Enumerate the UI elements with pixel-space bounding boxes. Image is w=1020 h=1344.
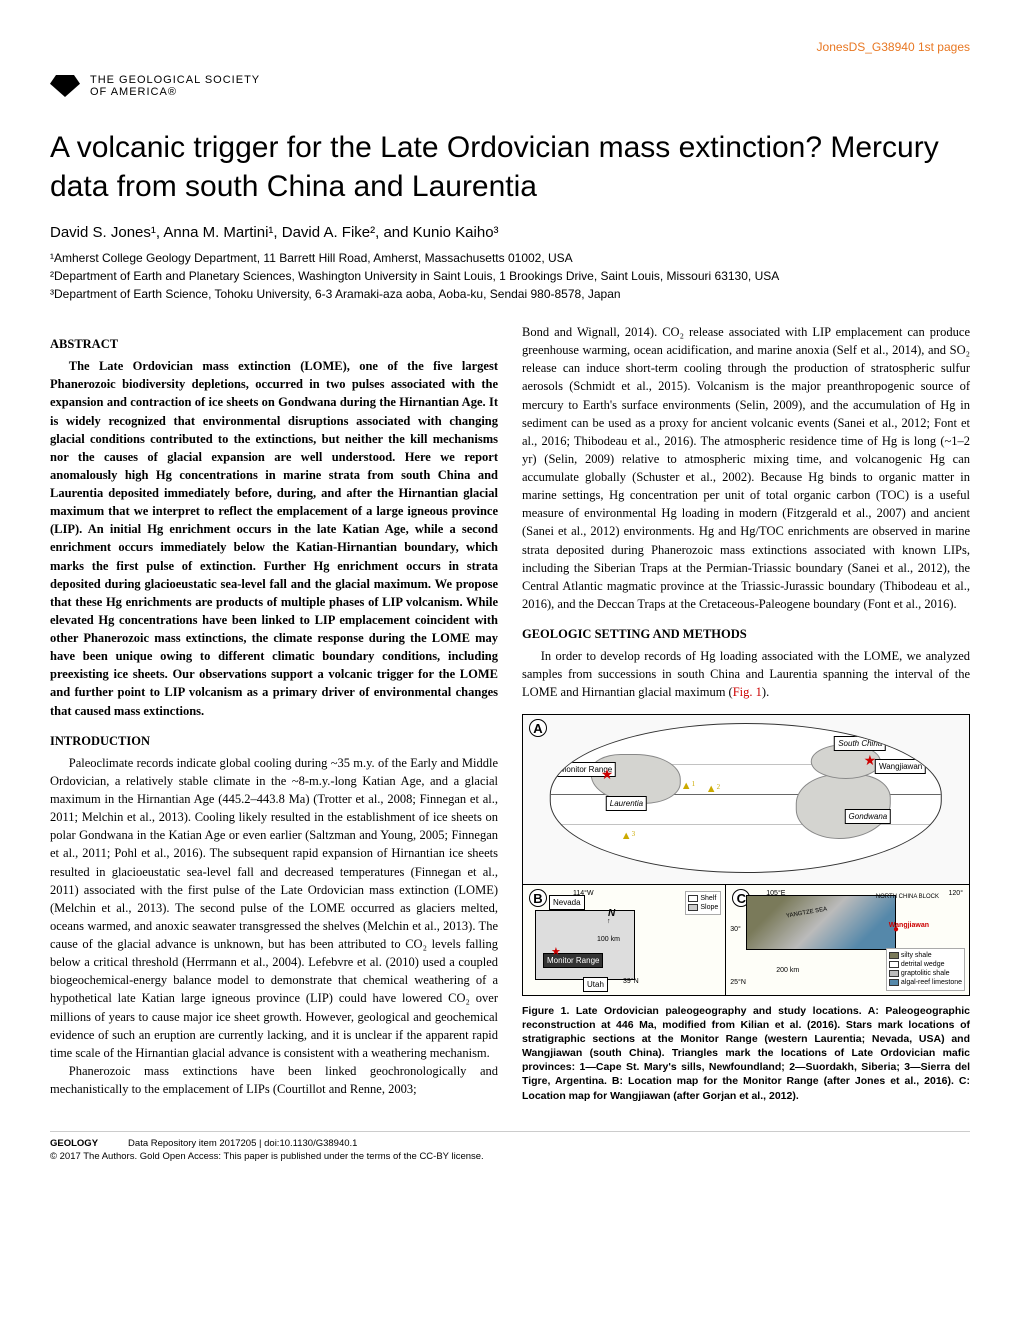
triangle-icon-3: ▲3	[621, 829, 632, 845]
authors: David S. Jones¹, Anna M. Martini¹, David…	[50, 224, 970, 241]
slope-label: Slope	[700, 903, 718, 912]
methods-paragraph-1: In order to develop records of Hg loadin…	[522, 647, 970, 701]
methods-heading: GEOLOGIC SETTING AND METHODS	[522, 625, 970, 643]
china-map	[746, 895, 896, 950]
star-icon: ★	[601, 766, 614, 786]
legend-silty: silty shale	[889, 951, 962, 960]
north-arrow-icon: ↑	[607, 917, 611, 927]
panels-bc: B 114°W Nevada Monitor Range ★ Utah N ↑ …	[523, 885, 969, 995]
article-title: A volcanic trigger for the Late Ordovici…	[50, 128, 970, 206]
south-china-label: South China	[834, 736, 886, 752]
lat-b: 39°N	[623, 977, 639, 987]
logo-line1: THE GEOLOGICAL SOCIETY	[90, 74, 260, 86]
laurentia-label: Laurentia	[606, 796, 647, 812]
wangjiawan-label: Wangjiawan	[875, 759, 926, 775]
lat-c2: 25°N	[730, 978, 746, 988]
legend-c: silty shale detrital wedge graptolitic s…	[886, 948, 965, 990]
star-icon: ★	[551, 945, 561, 961]
intro-paragraph-1: Paleoclimate records indicate global coo…	[50, 754, 498, 1062]
footer-top-row: GEOLOGY Data Repository item 2017205 | d…	[50, 1138, 484, 1149]
affiliations: ¹Amherst College Geology Department, 11 …	[50, 249, 970, 303]
gondwana-shape	[796, 774, 891, 839]
footer-repo: Data Repository item 2017205 | doi:10.11…	[128, 1138, 357, 1149]
graptolitic-label: graptolitic shale	[901, 969, 950, 978]
triangle-icon-1: ▲1	[681, 779, 692, 795]
header-tag: JonesDS_G38940 1st pages	[50, 40, 970, 54]
legend-detrital: detrital wedge	[889, 960, 962, 969]
legend-b: Shelf Slope	[685, 891, 721, 915]
affiliation-1: ¹Amherst College Geology Department, 11 …	[50, 249, 970, 267]
triangle-icon-2: ▲2	[706, 782, 717, 798]
footer-content: GEOLOGY Data Repository item 2017205 | d…	[50, 1138, 484, 1162]
lon-c2: 120°	[949, 889, 963, 899]
globe-map: South China Monitor Range Wangjiawan Lau…	[550, 723, 942, 873]
footer-copyright: © 2017 The Authors. Gold Open Access: Th…	[50, 1151, 484, 1162]
gondwana-label: Gondwana	[845, 809, 892, 825]
abstract-body: The Late Ordovician mass extinction (LOM…	[50, 357, 498, 720]
scale-c: 200 km	[776, 966, 799, 976]
algal-label: algal-reef limestone	[901, 978, 962, 987]
left-column: ABSTRACT The Late Ordovician mass extinc…	[50, 323, 498, 1103]
lat-c1: 30°	[730, 925, 741, 935]
figure-1-reference[interactable]: Fig. 1	[733, 685, 762, 699]
right-column: Bond and Wignall, 2014). CO₂ release ass…	[522, 323, 970, 1103]
legend-graptolitic: graptolitic shale	[889, 969, 962, 978]
panel-b-letter: B	[529, 889, 547, 907]
logo-area: THE GEOLOGICAL SOCIETY OF AMERICA®	[50, 74, 970, 98]
logo-text: THE GEOLOGICAL SOCIETY OF AMERICA®	[90, 74, 260, 98]
logo-line2: OF AMERICA®	[90, 86, 260, 98]
legend-algal: algal-reef limestone	[889, 978, 962, 987]
detrital-label: detrital wedge	[901, 960, 945, 969]
two-column-layout: ABSTRACT The Late Ordovician mass extinc…	[50, 323, 970, 1103]
panel-a-letter: A	[529, 719, 547, 737]
footer-geology: GEOLOGY	[50, 1138, 98, 1149]
intro-paragraph-2: Phanerozoic mass extinctions have been l…	[50, 1062, 498, 1098]
panel-a: A South China Monitor Range Wangjiawan L…	[523, 715, 969, 885]
north-china-label: NORTH CHINA BLOCK	[876, 893, 939, 902]
abstract-heading: ABSTRACT	[50, 335, 498, 353]
page-footer: GEOLOGY Data Repository item 2017205 | d…	[50, 1131, 970, 1162]
introduction-heading: INTRODUCTION	[50, 732, 498, 750]
star-icon: ★	[864, 752, 877, 772]
star-icon: ●	[893, 923, 899, 938]
scale-b: 100 km	[597, 935, 620, 945]
figure-1-caption: Figure 1. Late Ordovician paleogeography…	[522, 1004, 970, 1103]
affiliation-3: ³Department of Earth Science, Tohoku Uni…	[50, 285, 970, 303]
col2-paragraph-1: Bond and Wignall, 2014). CO₂ release ass…	[522, 323, 970, 613]
methods-text-end: ).	[762, 685, 769, 699]
panel-c: C 105°E 120° 30° 25°N NORTH CHINA BLOCK …	[726, 885, 969, 995]
nevada-map	[535, 910, 635, 980]
legend-shelf: Shelf	[688, 894, 718, 903]
silty-label: silty shale	[901, 951, 932, 960]
panel-b: B 114°W Nevada Monitor Range ★ Utah N ↑ …	[523, 885, 726, 995]
gsa-logo-icon	[50, 75, 80, 97]
figure-1: A South China Monitor Range Wangjiawan L…	[522, 714, 970, 1103]
utah-label: Utah	[583, 977, 608, 993]
shelf-label: Shelf	[700, 894, 716, 903]
affiliation-2: ²Department of Earth and Planetary Scien…	[50, 267, 970, 285]
nevada-label: Nevada	[549, 895, 585, 911]
figure-1-image: A South China Monitor Range Wangjiawan L…	[522, 714, 970, 996]
legend-slope: Slope	[688, 903, 718, 912]
